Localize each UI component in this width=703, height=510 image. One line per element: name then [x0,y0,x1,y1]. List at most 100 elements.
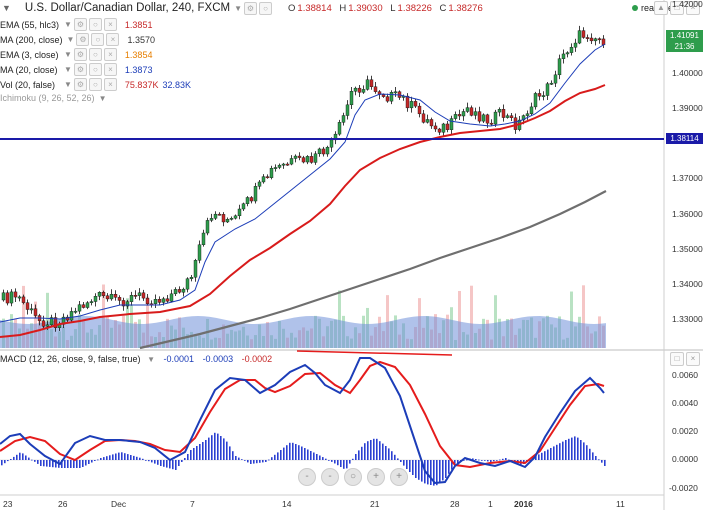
chart-collapse-icon[interactable]: ▼ [2,3,11,13]
candle-body [501,109,506,118]
close-icon[interactable]: × [103,63,117,76]
candle-body [145,297,150,304]
macd-tick: -0.0020 [669,483,698,493]
macd-histogram-bar [391,451,393,460]
macd-histogram-bar [568,438,570,460]
candle-body [405,95,410,109]
macd-histogram-bar [85,460,87,466]
macd-header[interactable]: MACD (12, 26, close, 9, false, true) ▼ -… [0,354,272,364]
candle-body [249,197,254,202]
volume-bar [386,295,389,348]
candle-body [121,300,126,307]
macd-histogram-bar [553,446,555,460]
study-dropdown-icon[interactable]: ▼ [64,80,72,89]
macd-histogram-bar [340,460,342,467]
macd-histogram-bar [73,460,75,468]
macd-histogram-bar [97,459,99,461]
zoom-out-button[interactable]: - [321,468,339,486]
macd-maximize-icon[interactable]: □ [670,352,684,366]
zoom-in-button[interactable]: + [367,468,385,486]
candle-body [13,291,18,298]
macd-histogram-bar [310,451,312,460]
macd-histogram-bar [361,446,363,460]
macd-histogram-bar [178,460,180,466]
eye-icon[interactable]: ○ [91,33,105,46]
study-ma20[interactable]: MA (20, close) ▼ ⚙ ○ × 1.3873 [0,63,152,76]
macd-histogram-bar [352,458,354,460]
price-candles [1,25,606,332]
high-value: 1.39030 [348,2,383,14]
maximize-icon[interactable]: □ [670,1,684,15]
macd-histogram-bar [487,460,489,462]
study-ma200[interactable]: MA (200, close) ▼ ⚙ ○ × 1.3570 [0,33,155,46]
close-icon[interactable]: × [103,48,117,61]
divergence-line[interactable] [296,350,453,356]
macd-histogram-bar [400,460,402,462]
macd-histogram-bar [46,460,48,467]
macd-histogram-bar [322,457,324,460]
macd-histogram-bar [463,460,465,461]
study-ema3[interactable]: EMA (3, close) ▼ ⚙ ○ × 1.3854 [0,48,152,61]
macd-histogram-bar [604,460,606,466]
macd-histogram-bar [1,460,3,466]
candle-body [485,114,490,124]
study-volume[interactable]: Vol (20, false) ▼ ⚙ ○ × 75.837K 32.83K [0,78,191,91]
macd-histogram-bar [355,454,357,460]
study-dropdown-icon[interactable]: ▼ [98,93,107,103]
macd-histogram-bar [160,460,162,466]
macd-histogram-bar [484,460,486,461]
macd-histogram-bar [214,432,216,460]
collapse-icon[interactable]: ▲ [654,1,668,15]
eye-icon[interactable]: ○ [88,63,102,76]
study-dropdown-icon[interactable]: ▼ [64,20,72,29]
macd-dropdown-icon[interactable]: ▼ [147,355,155,364]
macd-histogram-bar [358,450,360,460]
settings-icon[interactable]: ⚙ [244,1,258,15]
study-ema55[interactable]: EMA (55, hlc3) ▼ ⚙ ○ × 1.3851 [0,18,152,31]
candle-body [25,302,30,310]
scroll-left-button[interactable]: - [298,468,316,486]
settings-icon[interactable]: ⚙ [73,18,87,31]
settings-icon[interactable]: ⚙ [73,78,87,91]
close-icon[interactable]: × [103,18,117,31]
candle-body [429,119,434,127]
study-dropdown-icon[interactable]: ▼ [66,35,75,44]
close-icon[interactable]: × [686,1,700,15]
scroll-right-button[interactable]: + [390,468,408,486]
eye-icon[interactable]: ○ [88,48,102,61]
candle-body [353,87,358,92]
eye-icon[interactable]: ○ [88,18,102,31]
candle-body [97,292,102,297]
candle-body [305,156,310,163]
macd-histogram-bar [313,452,315,460]
study-ichimoku[interactable]: Ichimoku (9, 26, 52, 26) ▼ [0,93,106,103]
eye-icon[interactable]: ○ [88,78,102,91]
settings-icon[interactable]: ⚙ [73,48,87,61]
macd-close-icon[interactable]: × [686,352,700,366]
candle-body [237,208,242,217]
settings-icon[interactable]: ⚙ [76,33,90,46]
candle-body [257,181,262,187]
study-dropdown-icon[interactable]: ▼ [64,50,72,59]
macd-histogram-bar [250,460,252,464]
symbol-dropdown-icon[interactable]: ▼ [234,3,243,13]
close-icon[interactable]: × [103,78,117,91]
reset-zoom-button[interactable]: ○ [344,468,362,486]
macd-histogram-bar [427,460,429,485]
macd-histogram-bar [286,445,288,460]
candle-body [177,289,182,293]
close-icon[interactable]: × [106,33,120,46]
eye-icon[interactable]: ○ [259,1,273,15]
macd-histogram-bar [226,441,228,460]
study-value: 1.3570 [127,34,155,45]
settings-icon[interactable]: ⚙ [73,63,87,76]
macd-histogram-bar [493,460,495,462]
candle-body [53,317,58,328]
volume-bar [570,291,573,348]
symbol-title[interactable]: U.S. Dollar/Canadian Dollar, 240, FXCM [24,2,231,14]
macd-histogram-bar [7,460,9,462]
candle-body [557,58,562,76]
candle-body [209,218,214,221]
study-dropdown-icon[interactable]: ▼ [64,65,72,74]
